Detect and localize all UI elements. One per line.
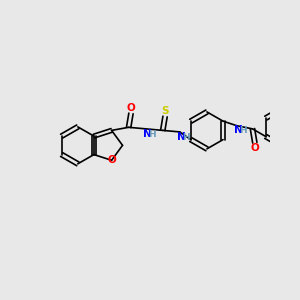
Text: O: O — [127, 103, 135, 113]
Text: S: S — [161, 106, 169, 116]
Text: N: N — [143, 129, 152, 139]
Text: H: H — [148, 130, 156, 139]
Text: H: H — [239, 126, 247, 135]
Text: H: H — [182, 133, 190, 142]
Text: N: N — [177, 132, 186, 142]
Text: O: O — [107, 155, 116, 165]
Text: O: O — [250, 143, 259, 153]
Text: N: N — [234, 125, 243, 135]
